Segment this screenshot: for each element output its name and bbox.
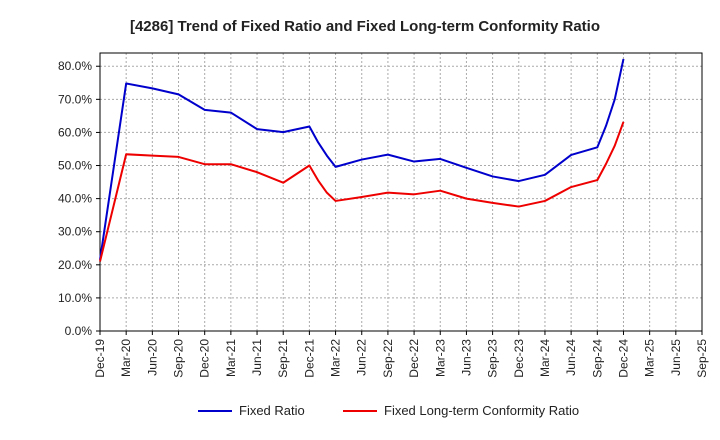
x-tick-label: Mar-25 bbox=[643, 339, 657, 377]
x-tick-label: Dec-22 bbox=[407, 339, 421, 378]
x-tick-label: Dec-23 bbox=[512, 339, 526, 378]
y-tick-label: 80.0% bbox=[58, 59, 92, 73]
legend-fixed-long-term-conformity-ratio: Fixed Long-term Conformity Ratio bbox=[343, 403, 579, 418]
x-tick-label: Sep-21 bbox=[276, 339, 290, 378]
x-tick-label: Mar-23 bbox=[433, 339, 447, 377]
x-tick-label: Jun-20 bbox=[145, 339, 159, 376]
y-tick-label: 20.0% bbox=[58, 258, 92, 272]
x-tick-label: Jun-21 bbox=[250, 339, 264, 376]
x-tick-label: Sep-25 bbox=[695, 339, 709, 378]
x-tick-label: Mar-24 bbox=[538, 339, 552, 377]
x-tick-label: Jun-22 bbox=[355, 339, 369, 376]
x-tick-label: Dec-21 bbox=[302, 339, 316, 378]
y-tick-label: 50.0% bbox=[58, 159, 92, 173]
y-axis-ticks: 0.0% 10.0% 20.0% 30.0% 40.0% 50.0% 60.0% 70.0% 8… bbox=[58, 59, 100, 338]
legend-label: Fixed Long-term Conformity Ratio bbox=[384, 403, 579, 418]
chart-title: [4286] Trend of Fixed Ratio and Fixed Lo… bbox=[130, 18, 600, 35]
x-tick-label: Sep-24 bbox=[590, 339, 604, 378]
x-tick-label: Jun-25 bbox=[669, 339, 683, 376]
x-tick-label: Mar-20 bbox=[119, 339, 133, 377]
y-tick-label: 10.0% bbox=[58, 291, 92, 305]
plot-area-frame bbox=[99, 52, 703, 332]
x-tick-label: Mar-21 bbox=[224, 339, 238, 377]
x-tick-label: Jun-23 bbox=[459, 339, 473, 376]
x-axis-ticks: Dec-19 Mar-20 Jun-20 Sep-20 Dec-20 Mar-21 Jun-… bbox=[93, 331, 709, 378]
legend-label: Fixed Ratio bbox=[239, 403, 305, 418]
x-tick-label: Sep-22 bbox=[381, 339, 395, 378]
legend-fixed-ratio: Fixed Ratio bbox=[198, 403, 305, 418]
x-tick-label: Jun-24 bbox=[564, 339, 578, 376]
grid-lines bbox=[100, 53, 702, 331]
x-tick-label: Dec-24 bbox=[616, 339, 630, 378]
x-tick-label: Dec-20 bbox=[198, 339, 212, 378]
y-tick-label: 0.0% bbox=[65, 324, 93, 338]
fixed-ratio-line bbox=[99, 58, 625, 260]
y-tick-label: 40.0% bbox=[58, 192, 92, 206]
legend: Fixed Ratio Fixed Long-term Conformity Ra… bbox=[198, 403, 579, 418]
x-tick-label: Sep-20 bbox=[172, 339, 186, 378]
y-tick-label: 60.0% bbox=[58, 125, 92, 139]
y-tick-label: 30.0% bbox=[58, 225, 92, 239]
x-tick-label: Dec-19 bbox=[93, 339, 107, 378]
series-lines bbox=[99, 58, 625, 262]
x-tick-label: Mar-22 bbox=[329, 339, 343, 377]
fixed-long-term-conformity-ratio-line bbox=[99, 121, 625, 262]
y-tick-label: 70.0% bbox=[58, 92, 92, 106]
x-tick-label: Sep-23 bbox=[486, 339, 500, 378]
